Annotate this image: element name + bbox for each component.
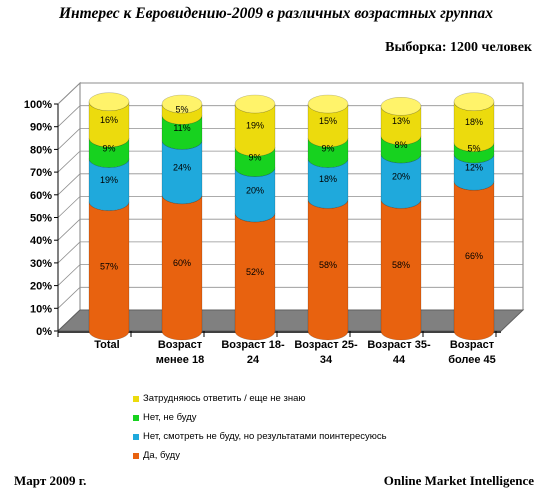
gridline: [57, 286, 523, 309]
data-label: 9%: [321, 143, 334, 153]
y-tick-label: 60%: [30, 190, 52, 202]
data-label: 5%: [467, 143, 480, 153]
chart-legend: Затрудняюсь ответить / еще не знаю Нет, …: [133, 392, 387, 468]
y-tick-label: 100%: [24, 99, 52, 111]
sample-size-note: Выборка: 1200 человек: [385, 40, 532, 55]
gridline: [57, 264, 523, 286]
footer-date: Март 2009 г.: [14, 473, 87, 488]
data-label: 24%: [173, 163, 191, 173]
data-label: 58%: [319, 260, 337, 270]
data-label: 9%: [102, 143, 115, 153]
legend-item-undecided: Затрудняюсь ответить / еще не знаю: [133, 392, 387, 405]
data-label: 12%: [465, 163, 483, 173]
data-label: 58%: [392, 260, 410, 270]
data-label: 57%: [100, 261, 118, 271]
data-label: 60%: [173, 258, 191, 268]
bar-top-cap: [234, 94, 276, 114]
legend-swatch-blue: [133, 433, 139, 440]
data-label: 18%: [319, 174, 337, 184]
legend-label: Затрудняюсь ответить / еще не знаю: [143, 393, 306, 404]
data-label: 18%: [465, 117, 483, 127]
data-label: 13%: [392, 116, 410, 126]
y-tick-label: 40%: [30, 235, 52, 247]
y-tick-label: 0%: [36, 326, 52, 338]
data-label: 11%: [173, 123, 190, 133]
x-category-label: менее 18: [156, 354, 204, 366]
data-label: 19%: [100, 175, 118, 185]
gridline: [57, 82, 523, 105]
gridline: [57, 173, 523, 196]
data-label: 52%: [246, 267, 264, 277]
data-label: 5%: [175, 105, 188, 115]
gridline: [57, 150, 523, 173]
legend-item-interested: Нет, смотреть не буду, но результатами п…: [133, 430, 387, 443]
legend-swatch-green: [133, 414, 139, 421]
x-category-label: 24: [247, 354, 260, 366]
data-label: 20%: [246, 185, 264, 195]
legend-item-yes: Да, буду: [133, 449, 387, 462]
footer-source: Online Market Intelligence: [383, 473, 534, 488]
y-tick-label: 30%: [30, 258, 52, 270]
data-label: 9%: [248, 152, 261, 162]
y-tick-label: 80%: [30, 144, 52, 156]
bar-top-cap: [161, 94, 203, 114]
data-label: 16%: [100, 115, 118, 125]
bar-top-cap: [88, 92, 130, 112]
x-category-label: Total: [94, 339, 119, 351]
bar-top-cap: [380, 96, 422, 116]
x-category-label: 34: [320, 354, 333, 366]
bar-top-cap: [307, 94, 349, 114]
x-category-label: Возраст 18-: [221, 339, 285, 351]
x-category-label: Возраст: [158, 339, 203, 351]
data-label: 8%: [394, 140, 407, 150]
gridline: [57, 196, 523, 218]
y-tick-label: 90%: [30, 122, 52, 134]
y-tick-label: 20%: [30, 281, 52, 293]
legend-swatch-orange: [133, 452, 139, 459]
data-label: 20%: [392, 172, 410, 182]
gridline: [57, 105, 523, 127]
data-label: 15%: [319, 116, 337, 126]
gridline: [57, 218, 523, 241]
y-tick-label: 10%: [30, 303, 52, 315]
y-tick-label: 70%: [30, 167, 52, 179]
data-label: 19%: [246, 121, 264, 131]
x-category-label: более 45: [448, 354, 496, 366]
gridline: [57, 127, 523, 150]
x-category-label: Возраст 25-: [294, 339, 358, 351]
gridline: [57, 241, 523, 264]
legend-label: Нет, не буду: [143, 412, 197, 423]
legend-item-no: Нет, не буду: [133, 411, 387, 424]
data-label: 66%: [465, 251, 483, 261]
x-category-label: 44: [393, 354, 406, 366]
legend-label: Нет, смотреть не буду, но результатами п…: [143, 431, 387, 442]
x-category-label: Возраст: [450, 339, 495, 351]
bar-top-cap: [453, 92, 495, 112]
y-tick-label: 50%: [30, 213, 52, 225]
legend-label: Да, буду: [143, 450, 180, 461]
chart-title: Интерес к Евровидению-2009 в различных в…: [58, 5, 494, 22]
x-category-label: Возраст 35-: [367, 339, 431, 351]
legend-swatch-yellow: [133, 395, 139, 402]
